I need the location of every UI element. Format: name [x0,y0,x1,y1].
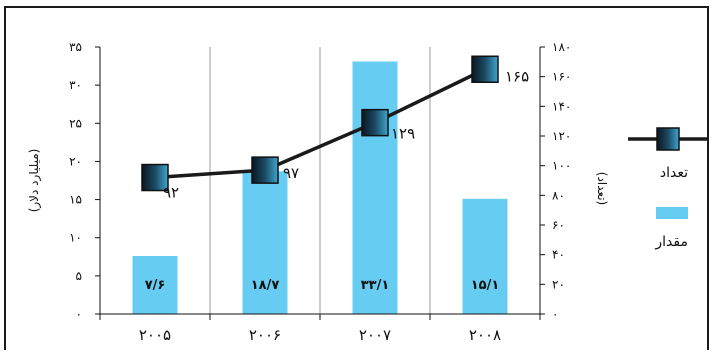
bar-label: ۳۳/۱ [361,278,390,293]
line-marker-1 [251,156,279,184]
x-tick-label: ۲۰۰۵ [139,326,171,344]
line-point-label: ۱۲۹ [391,125,415,143]
right-axis-title: (تعداد) [595,172,609,205]
right-tick-label: ۲۰ [552,277,565,291]
line-point-label: ۹۲ [163,184,179,202]
right-tick-label: ۰ [552,307,558,321]
line-marker-3 [471,55,499,83]
left-tick-label: ۱۰ [69,231,82,245]
right-tick-label: ۴۰ [552,248,565,262]
left-tick-label: ۲۵ [69,116,82,130]
left-tick-label: ۰ [76,307,82,321]
right-tick-label: ۶۰ [552,218,565,232]
chart-frame [4,6,709,350]
line-point-label: ۱۶۵ [505,67,529,85]
left-tick-label: ۲۰ [69,154,82,168]
line-point-label: ۹۷ [283,164,299,182]
bar-label: ۷/۶ [145,278,166,293]
bar-0 [132,256,178,314]
left-axis-title: (میلیارد دلار) [27,149,42,213]
legend-marker-swatch [656,127,680,151]
line-series [154,67,486,180]
line-marker-2 [361,108,389,137]
right-tick-label: ۱۰۰ [552,159,571,173]
bar-label: ۱۵/۱ [471,278,500,293]
left-tick-label: ۵ [76,269,82,283]
legend-label-amount: مقدار [654,234,688,250]
right-tick-label: ۱۴۰ [552,99,571,113]
bar-2 [352,61,398,314]
x-tick-label: ۲۰۰۸ [469,326,501,344]
bar-label: ۱۸/۷ [251,278,280,293]
bar-1 [242,171,288,314]
left-tick-label: ۱۵ [69,193,82,207]
left-tick-label: ۳۵ [69,40,82,54]
right-tick-label: ۱۸۰ [552,40,571,54]
right-tick-label: ۱۲۰ [552,129,571,143]
x-tick-label: ۲۰۰۶ [249,326,281,344]
x-tick-label: ۲۰۰۷ [359,326,391,344]
left-tick-label: ۳۰ [69,78,82,92]
legend-bar-swatch [656,207,688,219]
right-tick-label: ۱۶۰ [552,70,571,84]
legend-label-count: تعداد [660,165,688,181]
line-marker-0 [141,163,169,192]
bar-3 [462,198,508,314]
right-tick-label: ۸۰ [552,188,565,202]
